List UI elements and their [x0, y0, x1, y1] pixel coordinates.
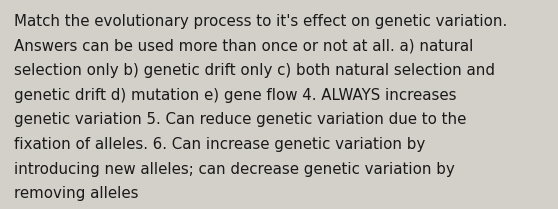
- Text: fixation of alleles. 6. Can increase genetic variation by: fixation of alleles. 6. Can increase gen…: [14, 137, 425, 152]
- Text: introducing new alleles; can decrease genetic variation by: introducing new alleles; can decrease ge…: [14, 162, 455, 177]
- Text: Match the evolutionary process to it's effect on genetic variation.: Match the evolutionary process to it's e…: [14, 14, 507, 29]
- Text: selection only b) genetic drift only c) both natural selection and: selection only b) genetic drift only c) …: [14, 63, 495, 78]
- Text: genetic variation 5. Can reduce genetic variation due to the: genetic variation 5. Can reduce genetic …: [14, 112, 466, 127]
- Text: genetic drift d) mutation e) gene flow 4. ALWAYS increases: genetic drift d) mutation e) gene flow 4…: [14, 88, 456, 103]
- Text: Answers can be used more than once or not at all. a) natural: Answers can be used more than once or no…: [14, 38, 473, 53]
- Text: removing alleles: removing alleles: [14, 186, 138, 201]
